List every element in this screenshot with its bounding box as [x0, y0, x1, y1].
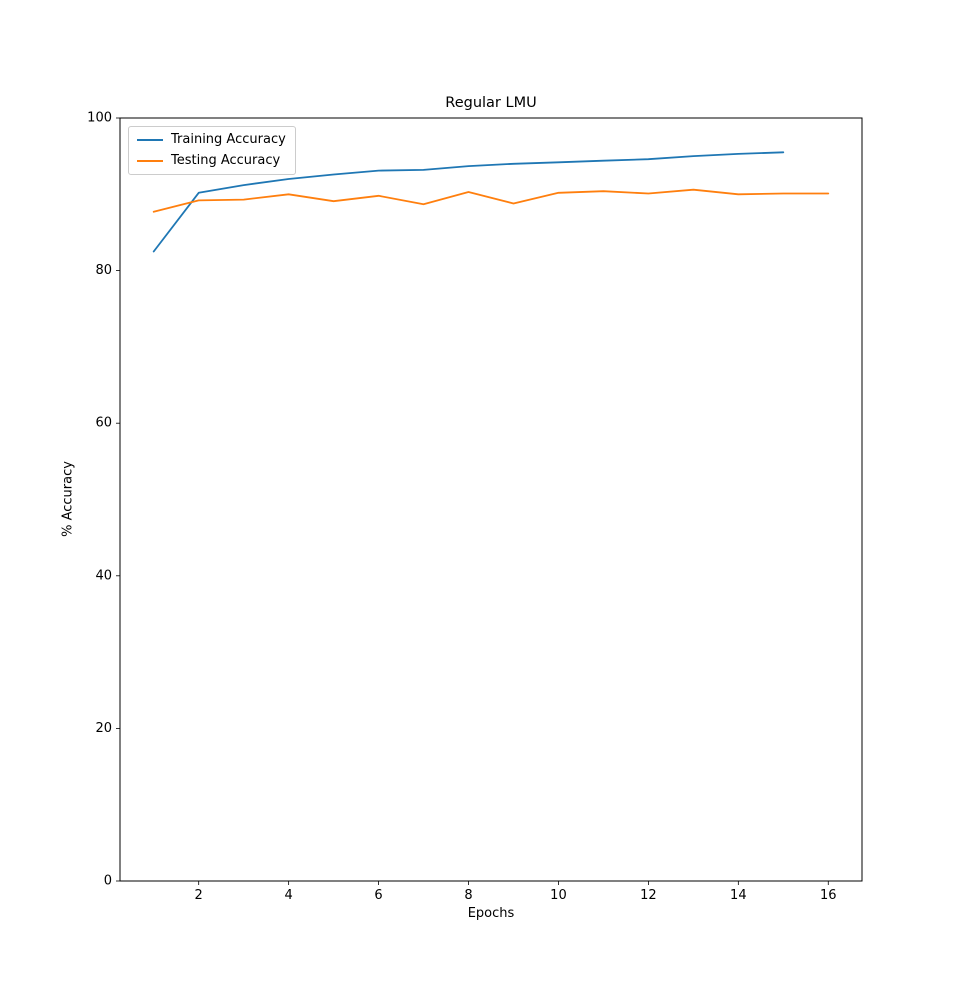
y-axis-label: % Accuracy: [60, 461, 76, 537]
x-tick-label: 2: [195, 888, 203, 903]
axes-spines: [119, 117, 863, 882]
training-accuracy-line: [152, 151, 785, 253]
y-tick-label: 40: [95, 568, 112, 583]
training-line-swatch: [137, 139, 163, 141]
legend: Training Accuracy Testing Accuracy: [128, 126, 296, 175]
y-tick-label: 20: [95, 721, 112, 736]
y-tick-label: 0: [104, 874, 112, 889]
testing-accuracy-line: [152, 188, 830, 213]
chart-title: Regular LMU: [445, 95, 537, 111]
x-tick-label: 12: [640, 888, 657, 903]
legend-item-testing: Testing Accuracy: [137, 153, 286, 169]
testing-line-swatch: [137, 160, 163, 162]
x-tick-label: 4: [284, 888, 292, 903]
x-tick-label: 6: [374, 888, 382, 903]
y-tick-label: 100: [87, 111, 112, 126]
legend-label-training: Training Accuracy: [171, 132, 286, 147]
x-axis-label: Epochs: [467, 906, 515, 921]
y-tick-label: 60: [95, 416, 112, 431]
x-tick-label: 16: [820, 888, 837, 903]
y-tick-label: 80: [95, 263, 112, 278]
legend-item-training: Training Accuracy: [137, 132, 286, 148]
x-tick-label: 10: [550, 888, 567, 903]
x-tick-label: 8: [464, 888, 472, 903]
x-tick-label: 14: [730, 888, 747, 903]
legend-label-testing: Testing Accuracy: [171, 153, 281, 168]
